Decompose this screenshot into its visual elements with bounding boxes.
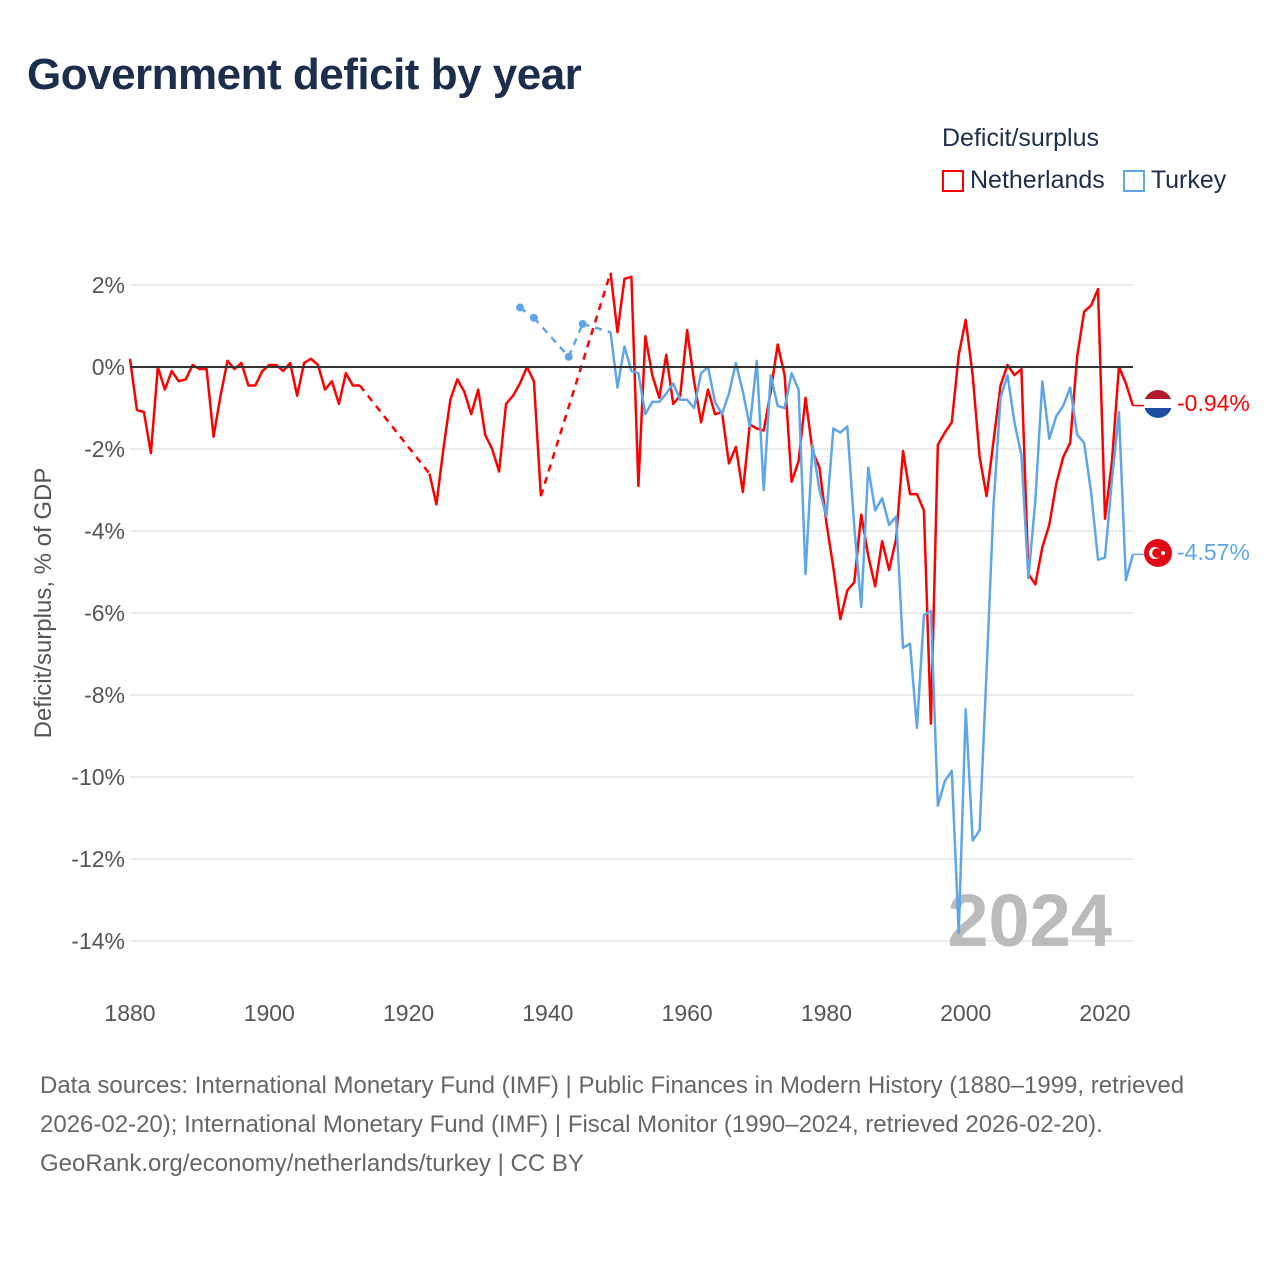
y-tick-labels: 2% 0% -2% -4% -6% -8% -10% -12% -14% (71, 272, 125, 954)
turkey-gap-segment (567, 323, 584, 358)
data-sources: Data sources: International Monetary Fun… (40, 1072, 1185, 1138)
legend-item-turkey[interactable]: Turkey (1122, 166, 1227, 195)
y-tick-label: -4% (84, 518, 125, 544)
turkey-series (516, 303, 1144, 935)
x-tick-label: 2020 (1079, 1000, 1130, 1026)
netherlands-line (128, 272, 1135, 725)
turkey-line (609, 331, 1135, 935)
turkey-flag-icon (1144, 539, 1172, 567)
legend-label-turkey: Turkey (1150, 166, 1227, 194)
x-tick-label: 1880 (104, 1000, 155, 1026)
y-tick-label: -12% (71, 846, 125, 872)
y-axis-label: Deficit/surplus, % of GDP (30, 468, 57, 739)
year-watermark: 2024 (947, 879, 1112, 962)
footer: Data sources: International Monetary Fun… (40, 1066, 1240, 1183)
x-tick-label: 1920 (383, 1000, 434, 1026)
netherlands-end-marker: -0.94% (1144, 390, 1250, 418)
y-tick-label: -14% (71, 928, 125, 954)
y-tick-label: 0% (92, 354, 125, 380)
x-tick-label: 1960 (662, 1000, 713, 1026)
netherlands-flag-icon (1144, 390, 1172, 418)
turkey-gap-segment (582, 322, 611, 334)
legend: Netherlands Turkey (942, 166, 1226, 195)
chart-title: Government deficit by year (27, 50, 582, 99)
legend-item-netherlands[interactable]: Netherlands (942, 166, 1105, 195)
x-tick-label: 1900 (244, 1000, 295, 1026)
x-tick-label: 2000 (940, 1000, 991, 1026)
x-tick-label: 1940 (522, 1000, 573, 1026)
turkey-gap-segment (532, 316, 570, 358)
netherlands-end-label: -0.94% (1177, 390, 1250, 416)
y-tick-label: -8% (84, 682, 125, 708)
y-tick-label: 2% (92, 272, 125, 298)
x-tick-label: 1980 (801, 1000, 852, 1026)
netherlands-gap-segment (539, 272, 612, 497)
y-tick-label: -10% (71, 764, 125, 790)
netherlands-series (128, 272, 1144, 725)
y-tick-label: -2% (84, 436, 125, 462)
turkey-end-marker: -4.57% (1144, 539, 1250, 567)
netherlands-swatch (942, 169, 964, 192)
y-tick-label: -6% (84, 600, 125, 626)
x-tick-labels: 1880 1900 1920 1940 1960 1980 2000 2020 (104, 1000, 1130, 1026)
legend-label-netherlands: Netherlands (970, 166, 1105, 194)
legend-title: Deficit/surplus (942, 124, 1099, 152)
gridlines (130, 284, 1133, 942)
turkey-end-label: -4.57% (1177, 539, 1250, 565)
credit-link[interactable]: GeoRank.org/economy/netherlands/turkey |… (40, 1150, 584, 1177)
netherlands-gap-segment (358, 384, 431, 475)
series-lines (128, 272, 1144, 935)
turkey-swatch (1122, 169, 1145, 192)
